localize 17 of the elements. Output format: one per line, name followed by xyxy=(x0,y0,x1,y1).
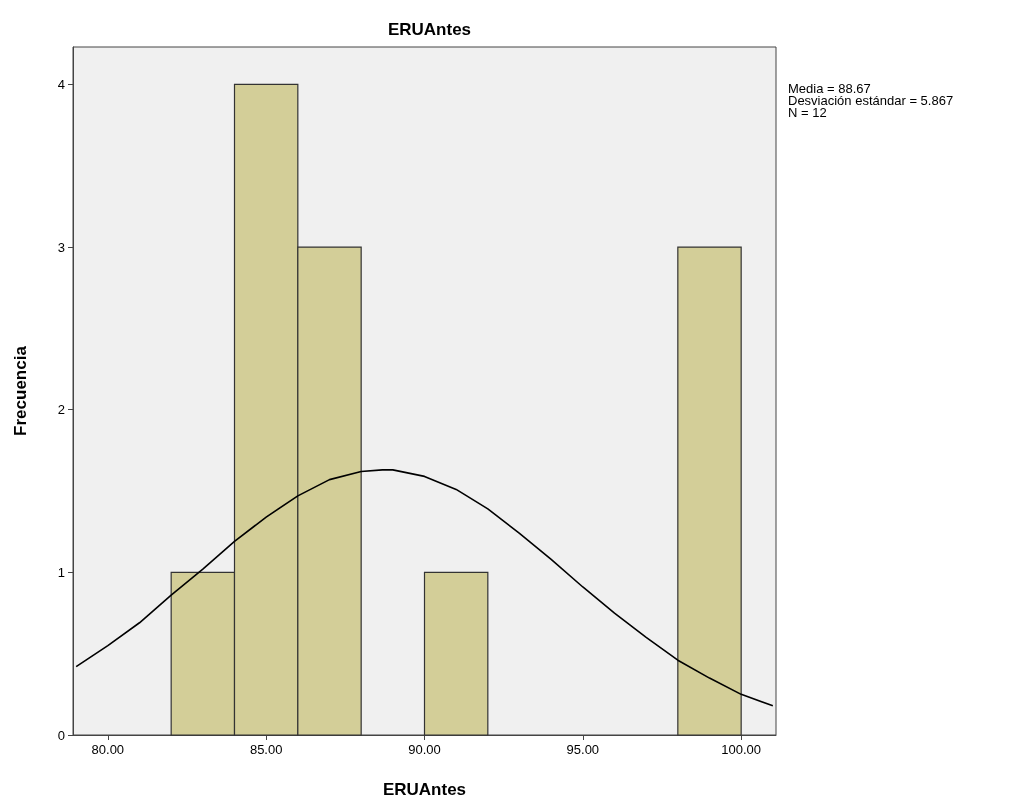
x-tick-label: 90.00 xyxy=(408,742,441,757)
x-tick-label: 80.00 xyxy=(91,742,125,757)
text: Desviación estándar = 5.867 xyxy=(788,93,954,108)
y-tick-label: 1 xyxy=(57,564,65,580)
chart-title: ERUAntes xyxy=(387,20,472,39)
text: N = 12 xyxy=(788,105,827,120)
x-tick-label: 100.00 xyxy=(721,742,762,757)
x-axis-title: ERUAntes xyxy=(382,780,467,799)
x-tick-label: 85.00 xyxy=(249,742,283,757)
text: Media = 88.67 xyxy=(788,81,871,96)
y-tick-label: 2 xyxy=(57,402,65,418)
y-axis-title: Frecuencia xyxy=(11,345,30,436)
y-tick-label: 3 xyxy=(57,239,65,255)
y-tick-label: 0 xyxy=(57,727,65,743)
line-series xyxy=(75,469,774,707)
y-tick-label: 4 xyxy=(57,76,65,92)
x-tick-label: 95.00 xyxy=(566,742,600,757)
